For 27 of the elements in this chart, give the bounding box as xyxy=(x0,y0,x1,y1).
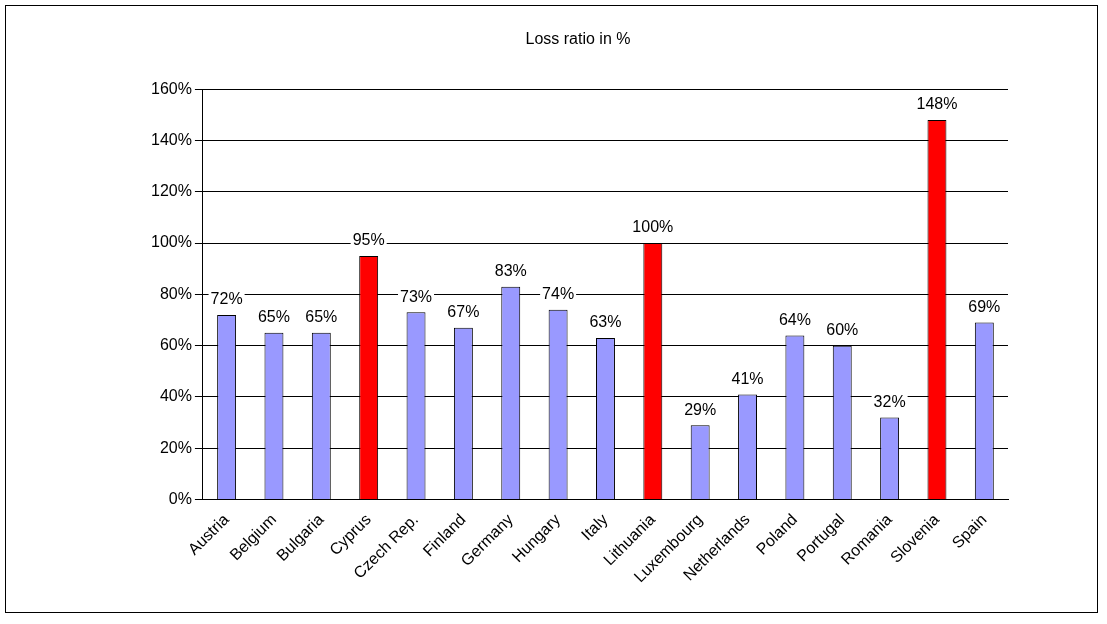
data-label: 41% xyxy=(731,369,764,387)
y-tick-label: 100% xyxy=(151,233,192,251)
data-label: 65% xyxy=(257,308,290,326)
data-label: 69% xyxy=(968,297,1001,315)
y-tick-label: 160% xyxy=(151,79,192,97)
data-label: 63% xyxy=(589,313,622,331)
data-label: 74% xyxy=(542,285,575,303)
y-tick-label: 120% xyxy=(151,182,192,200)
data-label: 148% xyxy=(916,95,958,113)
data-label: 73% xyxy=(400,287,433,305)
chart-title: Loss ratio in % xyxy=(525,30,631,48)
data-label: 60% xyxy=(826,321,859,339)
y-tick-label: 140% xyxy=(151,130,192,148)
data-label: 64% xyxy=(778,310,811,328)
y-tick-label: 80% xyxy=(159,284,192,302)
data-label: 67% xyxy=(447,303,480,321)
data-label: 32% xyxy=(873,392,906,410)
data-label: 83% xyxy=(494,262,527,280)
data-label: 65% xyxy=(305,308,338,326)
y-tick-label: 20% xyxy=(159,438,192,456)
data-label: 100% xyxy=(632,218,674,236)
data-label: 95% xyxy=(352,231,385,249)
y-tick-label: 40% xyxy=(159,387,192,405)
data-label: 72% xyxy=(210,290,243,308)
y-tick-label: 60% xyxy=(159,336,192,354)
y-tick-label: 0% xyxy=(168,489,192,507)
data-label: 29% xyxy=(684,400,717,418)
